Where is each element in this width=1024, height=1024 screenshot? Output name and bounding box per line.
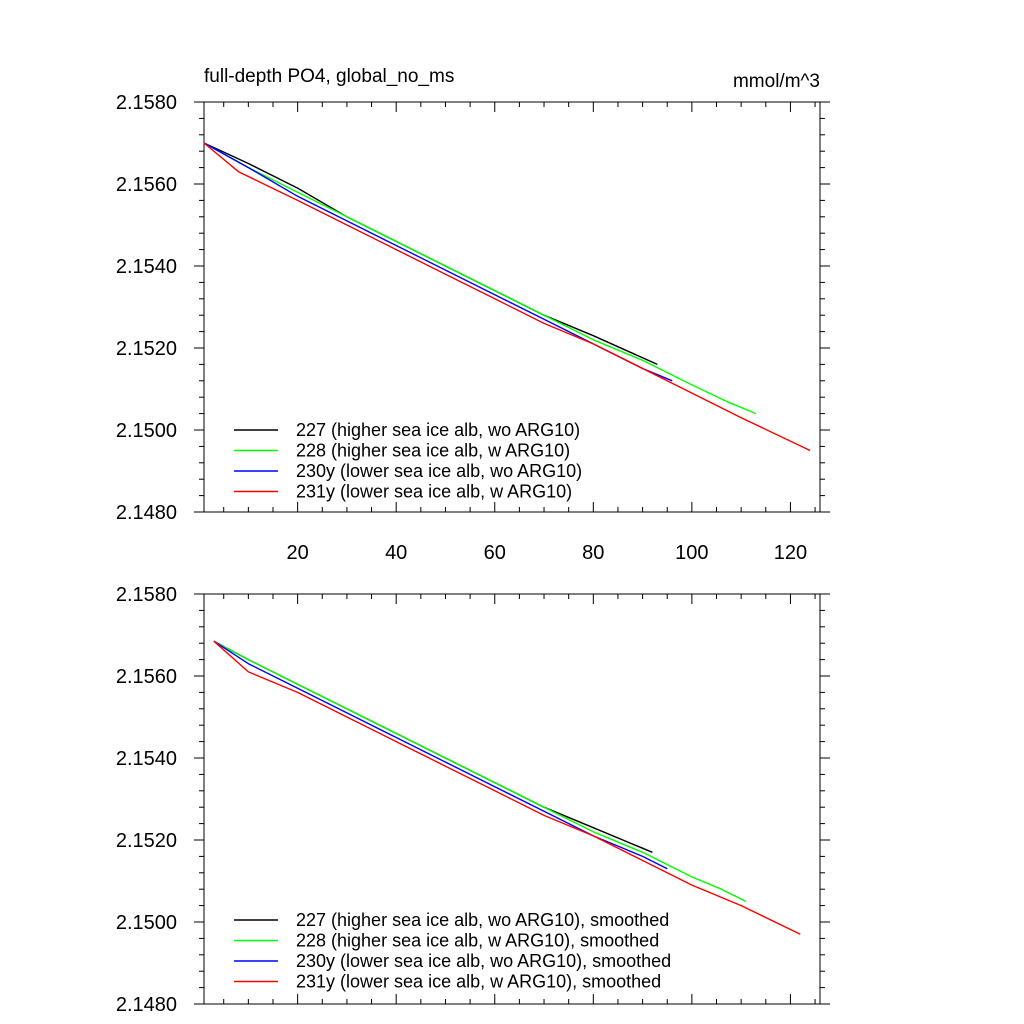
y-tick-label: 2.1520	[116, 830, 177, 852]
series-line	[203, 142, 757, 415]
tick-marks	[194, 593, 830, 1005]
plot-frame	[203, 593, 821, 1005]
plot-frame	[203, 101, 821, 513]
chart-bottom: 2.1480 2.1500 2.1520 2.1540 2.1560 2.1580 227…	[116, 584, 830, 1016]
tick-marks	[194, 101, 830, 513]
series-lines	[213, 640, 801, 935]
legend: 227 (higher sea ice alb, wo ARG10), smoo…	[234, 910, 671, 992]
series-line	[203, 142, 811, 452]
series-line	[213, 640, 801, 935]
y-tick-label: 2.1560	[116, 666, 177, 688]
y-tick-label: 2.1540	[116, 748, 177, 770]
legend-entry: 227 (higher sea ice alb, wo ARG10)	[296, 420, 580, 440]
tick-labels: 2.1480 2.1500 2.1520 2.1540 2.1560 2.1580 20 40…	[116, 92, 807, 564]
y-tick-label: 2.1500	[116, 912, 177, 934]
chart-top: full-depth PO4, global_no_ms mmol/m^3 2.…	[116, 66, 830, 564]
y-tick-label: 2.1580	[116, 92, 177, 114]
y-tick-label: 2.1520	[116, 338, 177, 360]
x-tick-label: 40	[385, 542, 407, 564]
legend-entry: 230y (lower sea ice alb, wo ARG10)	[296, 461, 582, 481]
series-line	[203, 142, 658, 366]
legend-entry: 231y (lower sea ice alb, w ARG10), smoot…	[296, 972, 661, 992]
x-tick-label: 80	[582, 542, 604, 564]
y-tick-label: 2.1540	[116, 256, 177, 278]
legend-entry: 227 (higher sea ice alb, wo ARG10), smoo…	[296, 910, 669, 930]
y-tick-label: 2.1560	[116, 174, 177, 196]
tick-labels: 2.1480 2.1500 2.1520 2.1540 2.1560 2.1580	[116, 584, 177, 1016]
series-line	[213, 640, 747, 903]
series-line	[213, 640, 653, 853]
y-tick-label: 2.1480	[116, 994, 177, 1016]
series-lines	[203, 142, 811, 452]
chart-title: full-depth PO4, global_no_ms	[204, 66, 454, 87]
legend-entry: 228 (higher sea ice alb, w ARG10)	[296, 441, 570, 461]
y-tick-label: 2.1480	[116, 502, 177, 524]
x-tick-label: 120	[774, 542, 807, 564]
y-tick-label: 2.1500	[116, 420, 177, 442]
legend-entry: 230y (lower sea ice alb, wo ARG10), smoo…	[296, 951, 671, 971]
y-tick-label: 2.1580	[116, 584, 177, 606]
legend-entry: 231y (lower sea ice alb, w ARG10)	[296, 482, 572, 502]
units-label: mmol/m^3	[733, 71, 820, 92]
legend-entry: 228 (higher sea ice alb, w ARG10), smoot…	[296, 931, 659, 951]
series-line	[213, 640, 668, 870]
legend: 227 (higher sea ice alb, wo ARG10)228 (h…	[234, 420, 582, 502]
x-tick-label: 20	[287, 542, 309, 564]
x-tick-label: 100	[675, 542, 708, 564]
x-tick-label: 60	[484, 542, 506, 564]
